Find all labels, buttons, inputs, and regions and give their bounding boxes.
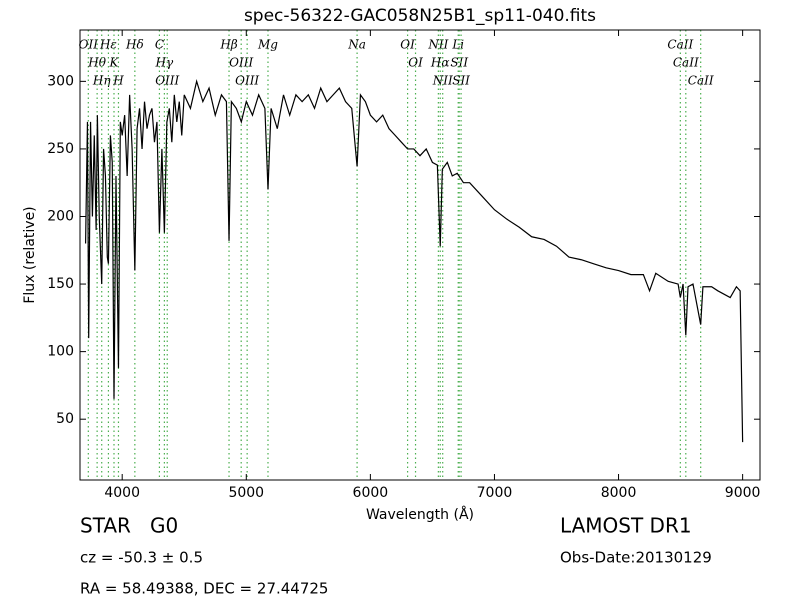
spectral-line-label: CaII bbox=[688, 74, 714, 88]
spectral-line-label: Hδ bbox=[125, 38, 144, 52]
spectral-line-label: Hβ bbox=[219, 38, 237, 52]
x-tick-label: 7000 bbox=[477, 485, 513, 501]
spectral-line-label: NII bbox=[432, 74, 453, 88]
spectral-line-label: NII bbox=[427, 38, 448, 52]
y-tick-label: 150 bbox=[47, 276, 74, 292]
y-tick-label: 50 bbox=[56, 411, 74, 427]
x-tick-label: 8000 bbox=[601, 485, 637, 501]
spectral-line-label: C bbox=[155, 38, 164, 52]
x-tick-label: 4000 bbox=[104, 485, 140, 501]
spectral-line-label: H bbox=[112, 74, 124, 88]
spectral-line-label: CaII bbox=[667, 38, 693, 52]
spectral-line-label: Hθ bbox=[87, 56, 106, 70]
spectral-line-label: OI bbox=[408, 56, 423, 70]
x-tick-label: 5000 bbox=[228, 485, 264, 501]
x-tick-label: 9000 bbox=[725, 485, 761, 501]
spectral-line-label: Li bbox=[451, 38, 464, 52]
coordinates: RA = 58.49388, DEC = 27.44725 bbox=[80, 580, 328, 598]
spectral-line-label: OII bbox=[79, 38, 99, 52]
spectral-line-label: Na bbox=[347, 38, 366, 52]
obs-date: Obs-Date:20130129 bbox=[560, 549, 712, 567]
spectral-line-label: K bbox=[109, 56, 120, 70]
spectral-line-label: OI bbox=[400, 38, 415, 52]
spectral-line-label: SII bbox=[452, 74, 470, 88]
spectral-line-label: CaII bbox=[673, 56, 699, 70]
plot-frame bbox=[79, 29, 761, 481]
spectral-line-label: OIII bbox=[235, 74, 259, 88]
y-tick-label: 200 bbox=[47, 208, 74, 224]
spectral-line-label: Hα bbox=[430, 56, 450, 70]
x-tick-label: 6000 bbox=[353, 485, 389, 501]
spectral-line-label: Mg bbox=[257, 38, 278, 52]
y-axis-label: Flux (relative) bbox=[22, 206, 38, 303]
spectral-line-label: OIII bbox=[229, 56, 253, 70]
spectral-line-label: SII bbox=[450, 56, 468, 70]
y-tick-label: 250 bbox=[47, 141, 74, 157]
spectral-line-label: Hε bbox=[99, 38, 117, 52]
spectrum-line bbox=[84, 79, 744, 443]
chart-title: spec-56322-GAC058N25B1_sp11-040.fits bbox=[244, 6, 596, 26]
survey: LAMOST DR1 bbox=[560, 514, 692, 538]
x-axis-label: Wavelength (Å) bbox=[366, 506, 474, 523]
spectral-line-label: Hγ bbox=[155, 56, 174, 70]
y-tick-label: 100 bbox=[47, 344, 74, 360]
y-tick-label: 300 bbox=[47, 73, 74, 89]
spectral-line-label: Hη bbox=[92, 74, 111, 88]
redshift: cz = -50.3 ± 0.5 bbox=[80, 549, 203, 567]
spectral-line-label: OIII bbox=[155, 74, 179, 88]
object-class: STAR G0 bbox=[80, 514, 178, 538]
